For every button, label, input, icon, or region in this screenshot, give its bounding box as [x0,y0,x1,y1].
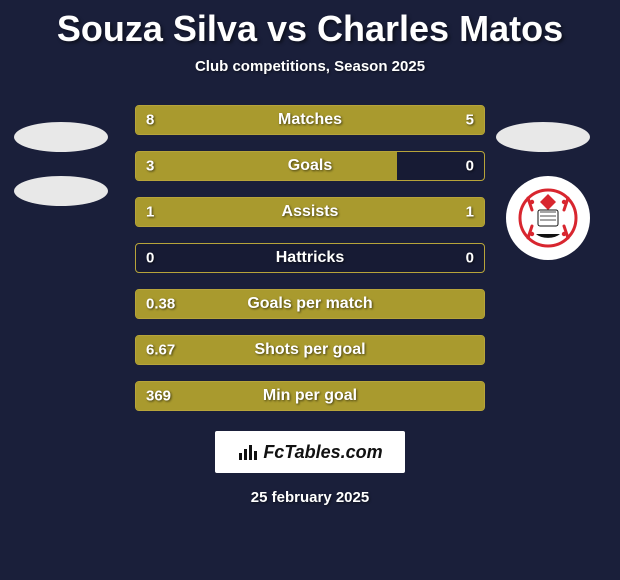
stat-row: 369 Min per goal [135,381,485,411]
site-badge: FcTables.com [215,431,405,473]
stat-row: 6.67 Shots per goal [135,335,485,365]
stats-bars: 8 Matches 5 3 Goals 0 1 Assists 1 0 Hatt… [135,105,485,411]
club-crest-inner [518,188,578,248]
stat-label: Goals per match [136,295,484,313]
stat-label: Goals [136,157,484,175]
stat-value-right: 1 [466,204,474,221]
stat-row: 0 Hattricks 0 [135,243,485,273]
stat-value-right: 0 [466,158,474,175]
date: 25 february 2025 [0,489,620,506]
player-left-avatar-top [14,122,108,152]
player-right-avatar-top [496,122,590,152]
player-left-avatar-bottom [14,176,108,206]
stat-label: Shots per goal [136,341,484,359]
site-name: FcTables.com [263,442,382,463]
bar-chart-icon [237,441,259,463]
stat-label: Hattricks [136,249,484,267]
stat-row: 0.38 Goals per match [135,289,485,319]
stat-label: Assists [136,203,484,221]
stat-row: 8 Matches 5 [135,105,485,135]
stat-label: Min per goal [136,387,484,405]
stat-value-right: 5 [466,112,474,129]
club-crest [506,176,590,260]
stat-row: 1 Assists 1 [135,197,485,227]
page-title: Souza Silva vs Charles Matos [0,0,620,50]
stat-label: Matches [136,111,484,129]
stat-value-right: 0 [466,250,474,267]
subtitle: Club competitions, Season 2025 [0,58,620,75]
stat-row: 3 Goals 0 [135,151,485,181]
